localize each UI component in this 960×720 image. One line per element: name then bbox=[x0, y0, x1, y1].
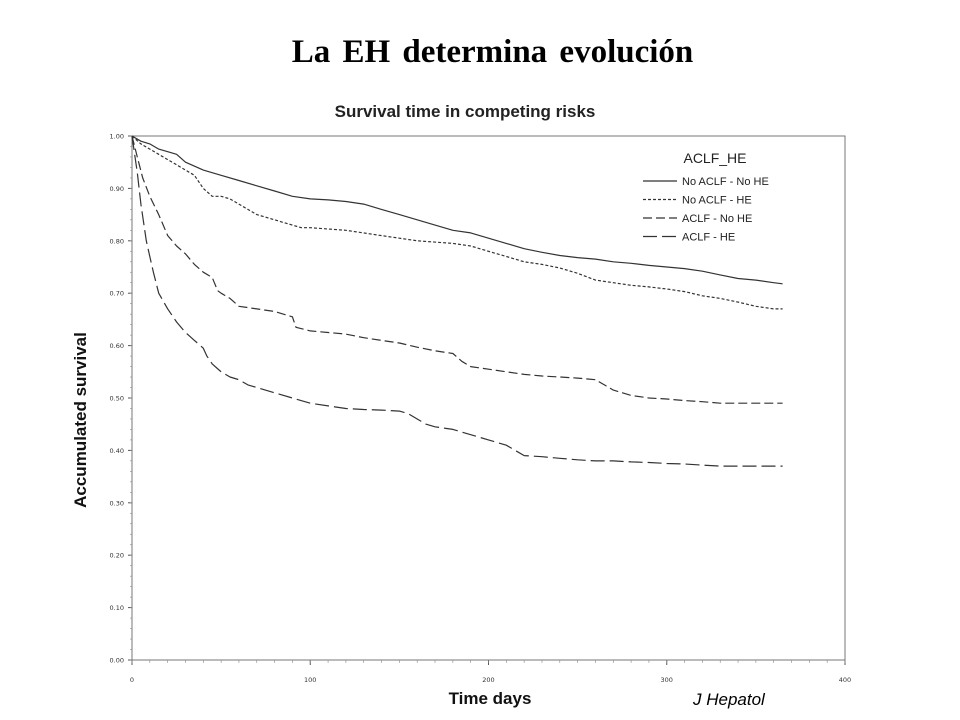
series-lines bbox=[131, 135, 783, 467]
x-axis-label: Time days bbox=[449, 689, 532, 708]
y-tick-label: 0.30 bbox=[110, 499, 124, 507]
legend-label: ACLF - No HE bbox=[682, 213, 752, 225]
y-tick-label: 0.80 bbox=[110, 237, 124, 245]
source-note: J Hepatol bbox=[693, 690, 765, 709]
x-tick-label: 400 bbox=[839, 676, 851, 684]
legend: ACLF_HE No ACLF - No HE No ACLF - HE ACLF … bbox=[643, 150, 769, 244]
legend-label: No ACLF - HE bbox=[682, 195, 752, 207]
x-axis: 0 100 200 300 400 bbox=[130, 660, 851, 684]
legend-label: ACLF - HE bbox=[682, 232, 735, 244]
series-line-1 bbox=[131, 135, 783, 285]
slide-title: La EH determina evolución bbox=[291, 34, 694, 70]
x-tick-label: 300 bbox=[661, 676, 673, 684]
y-tick-label: 1.00 bbox=[110, 133, 124, 141]
series-line-3 bbox=[131, 135, 783, 404]
y-tick-label: 0.50 bbox=[110, 395, 124, 403]
chart-title: Survival time in competing risks bbox=[335, 102, 596, 121]
x-tick-label: 100 bbox=[304, 676, 316, 684]
legend-title: ACLF_HE bbox=[683, 150, 746, 166]
y-axis-label: Accumulated survival bbox=[71, 332, 90, 508]
y-tick-label: 0.70 bbox=[110, 290, 124, 298]
y-tick-label: 0.10 bbox=[110, 604, 124, 612]
y-axis: 0.00 0.10 0.20 0.30 0.40 0.50 0.60 0.70 0.80 0.90… bbox=[110, 133, 132, 665]
series-line-2 bbox=[131, 135, 783, 310]
x-tick-label: 0 bbox=[130, 676, 134, 684]
series-line-4 bbox=[131, 135, 783, 467]
y-tick-label: 0.60 bbox=[110, 342, 124, 350]
y-tick-label: 0.00 bbox=[110, 657, 124, 665]
legend-label: No ACLF - No HE bbox=[682, 176, 769, 188]
y-tick-label: 0.20 bbox=[110, 552, 124, 560]
y-tick-label: 0.40 bbox=[110, 447, 124, 455]
x-tick-label: 200 bbox=[482, 676, 494, 684]
y-tick-label: 0.90 bbox=[110, 185, 124, 193]
